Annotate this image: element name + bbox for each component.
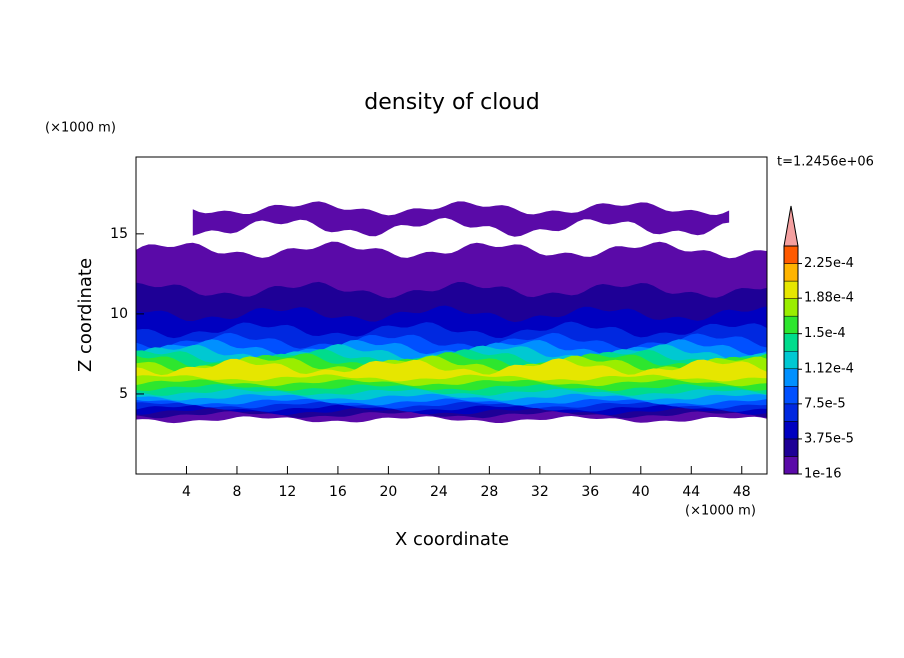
x-tick-label: 48 (733, 484, 751, 500)
y-tick-label: 10 (110, 306, 128, 322)
colorbar-label: 3.75e-5 (804, 431, 854, 446)
x-tick-label: 4 (182, 484, 191, 500)
x-tick-label: 32 (531, 484, 549, 500)
x-tick-label: 8 (232, 484, 241, 500)
x-tick-label: 12 (279, 484, 297, 500)
x-tick-label: 16 (329, 484, 347, 500)
time-label: t=1.2456e+06 (777, 155, 874, 170)
colorbar-band (783, 298, 799, 317)
x-tick-label: 40 (632, 484, 650, 500)
colorbar-band (783, 245, 799, 264)
x-axis-label: X coordinate (395, 529, 509, 550)
colorbar-extend (783, 205, 799, 247)
colorbar-band (783, 403, 799, 422)
colorbar-band (783, 333, 799, 352)
colorbar-label: 2.25e-4 (804, 256, 854, 271)
chart-title: density of cloud (364, 90, 539, 115)
colorbar-band (783, 368, 799, 387)
colorbar-label: 1.12e-4 (804, 362, 854, 377)
colorbar-band (783, 280, 799, 299)
y-axis-label: Z coordinate (75, 258, 96, 372)
colorbar-label: 7.5e-5 (804, 396, 846, 411)
colorbar-label: 1.88e-4 (804, 291, 854, 306)
x-tick-label: 44 (682, 484, 700, 500)
colorbar-band (783, 421, 799, 440)
contour-band (192, 201, 730, 237)
x-tick-label: 20 (379, 484, 397, 500)
contour-band (136, 358, 767, 382)
x-tick-label: 36 (581, 484, 599, 500)
colorbar-band (783, 315, 799, 334)
x-tick-label: 24 (430, 484, 448, 500)
y-tick-label: 15 (110, 226, 128, 242)
colorbar-frame (783, 245, 799, 475)
colorbar-band (783, 438, 799, 457)
colorbar-band (783, 263, 799, 282)
colorbar-label: 1e-16 (804, 467, 842, 482)
colorbar-band (783, 350, 799, 370)
y-tick-label: 5 (119, 386, 128, 402)
colorbar-band (783, 456, 799, 475)
plot-frame (135, 156, 768, 475)
x-tick-label: 28 (480, 484, 498, 500)
colorbar-label: 1.5e-4 (804, 326, 846, 341)
colorbar-band (783, 386, 799, 405)
x-unit: (×1000 m) (685, 504, 756, 519)
y-unit: (×1000 m) (45, 121, 116, 136)
